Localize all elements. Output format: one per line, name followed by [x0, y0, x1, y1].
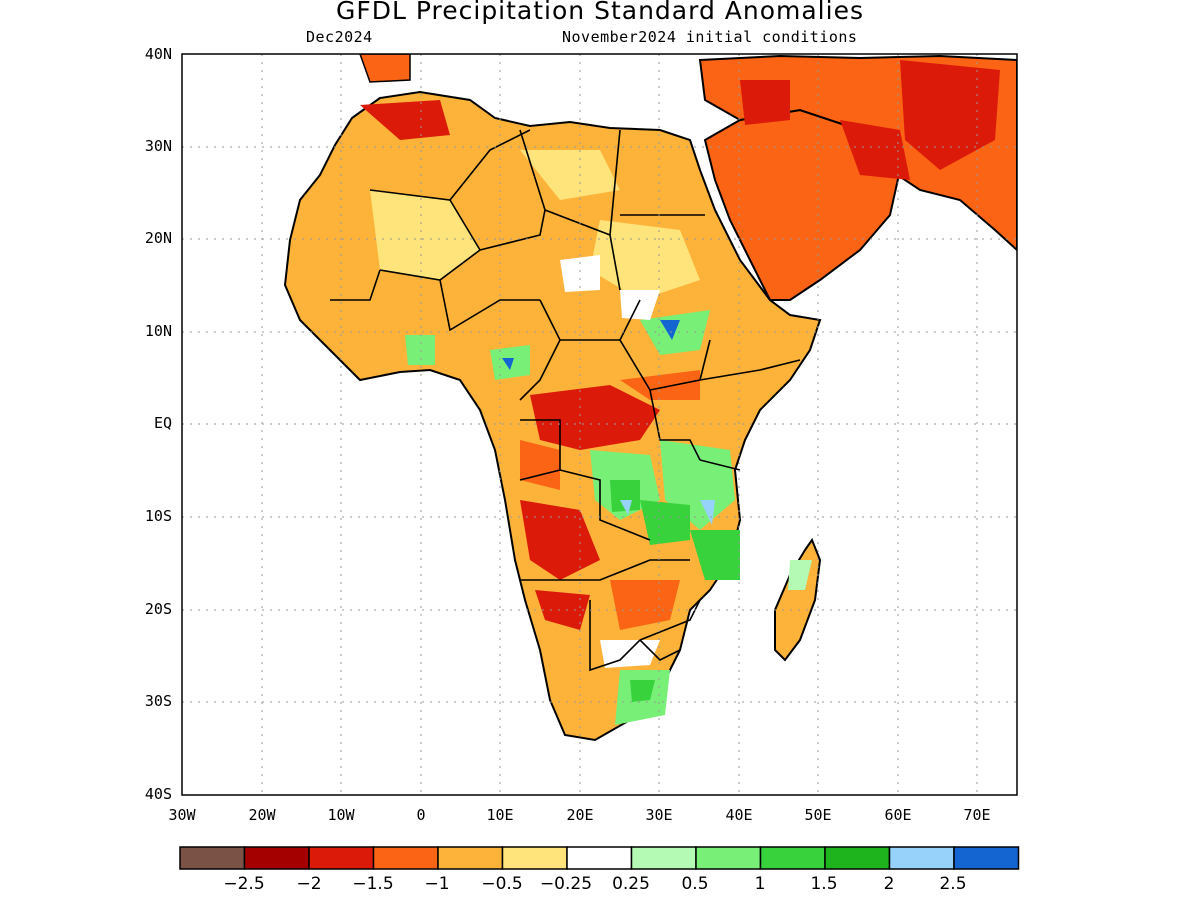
colorbar-swatch	[372, 846, 439, 870]
initial-conditions: November2024 initial conditions	[562, 28, 858, 46]
lat-label: 20S	[144, 600, 172, 618]
lon-label: 70E	[963, 806, 991, 824]
colorbar-swatch	[437, 846, 504, 870]
map-body	[283, 54, 1017, 742]
lon-label: 20W	[248, 806, 276, 824]
colorbar-label: 2	[883, 874, 895, 894]
colorbar-label: 0.5	[681, 874, 709, 894]
colorbar-swatch	[759, 846, 826, 870]
colorbar-label: −0.25	[539, 874, 593, 894]
lat-label: 10N	[144, 322, 172, 340]
colorbar-swatch	[630, 846, 697, 870]
lon-label: 20E	[566, 806, 594, 824]
forecast-month: Dec2024	[306, 28, 373, 46]
lat-label: 10S	[144, 507, 172, 525]
colorbar-label: −2	[296, 874, 322, 894]
lat-label: 30S	[144, 692, 172, 710]
lat-label: 20N	[144, 229, 172, 247]
colorbar-label: −2.5	[223, 874, 265, 894]
colorbar-swatch	[243, 846, 310, 870]
lat-label: 30N	[144, 137, 172, 155]
lon-label: 40E	[725, 806, 753, 824]
lon-label: 60E	[884, 806, 912, 824]
country-borders	[330, 129, 801, 672]
lon-label: 10E	[486, 806, 514, 824]
colorbar-swatch	[953, 846, 1020, 870]
colorbar-swatch	[501, 846, 568, 870]
lon-label: 50E	[804, 806, 832, 824]
madagascar-land	[774, 537, 822, 662]
lat-label: 40S	[144, 785, 172, 803]
colorbar-swatch	[566, 846, 633, 870]
lat-label: 40N	[144, 45, 172, 63]
colorbar-label: 2.5	[939, 874, 967, 894]
colorbar-label: −1.5	[352, 874, 394, 894]
colorbar	[179, 846, 1020, 870]
lon-label: 30E	[645, 806, 673, 824]
lat-label: EQ	[153, 414, 172, 432]
colorbar-label: 1.5	[810, 874, 838, 894]
colorbar-swatch	[308, 846, 375, 870]
colorbar-swatch	[888, 846, 955, 870]
lon-label: 0	[416, 806, 426, 824]
colorbar-label: 1	[754, 874, 766, 894]
colorbar-swatch	[695, 846, 762, 870]
colorbar-label: −1	[424, 874, 450, 894]
map-title: GFDL Precipitation Standard Anomalies	[336, 0, 864, 25]
colorbar-label: 0.25	[612, 874, 650, 894]
colorbar-swatch	[824, 846, 891, 870]
lon-label: 10W	[327, 806, 355, 824]
lon-label: 30W	[168, 806, 196, 824]
map-frame	[181, 53, 1018, 796]
colorbar-swatch	[179, 846, 246, 870]
gridlines	[182, 54, 1017, 795]
europe-strip	[359, 54, 411, 83]
colorbar-label: −0.5	[481, 874, 523, 894]
